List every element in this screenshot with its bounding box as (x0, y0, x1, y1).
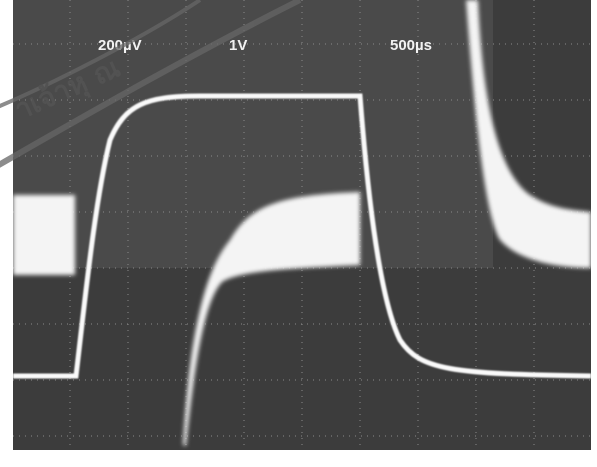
noisy-trace (13, 0, 591, 446)
timebase: 500µs (390, 37, 432, 54)
ch2-scale: 1V (229, 37, 247, 54)
square-trace (13, 93, 591, 379)
